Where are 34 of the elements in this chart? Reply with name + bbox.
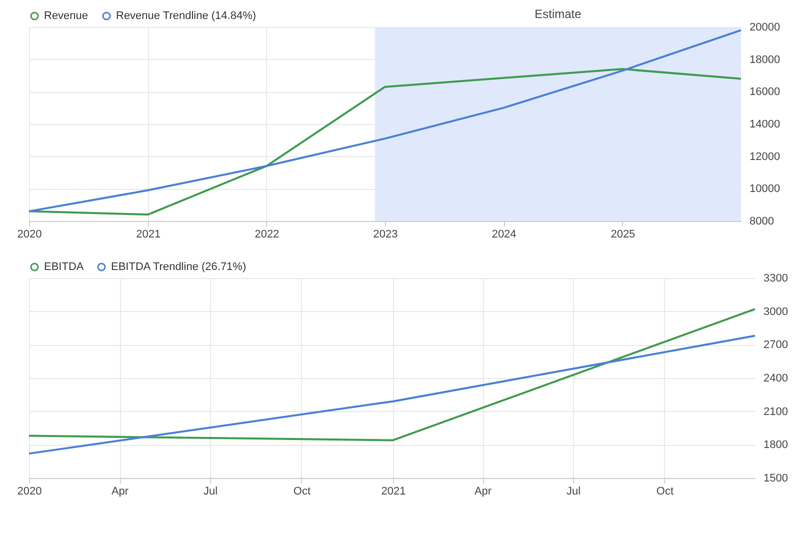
- y-tick-label: 2700: [764, 339, 788, 352]
- y-tick-label: 1500: [764, 472, 788, 484]
- y-tick-label: 8000: [750, 216, 774, 228]
- x-tick-label: 2020: [17, 486, 42, 498]
- x-tick-label: 2024: [492, 228, 516, 240]
- x-tick-label: Oct: [293, 486, 311, 498]
- x-tick-label: Jul: [566, 486, 581, 498]
- y-tick-label: 2100: [764, 406, 788, 418]
- line-series: [28, 68, 742, 216]
- y-tick-label: 3300: [764, 272, 788, 284]
- y-tick-label: 16000: [750, 86, 780, 98]
- legend-label: Revenue Trendline (14.84%): [116, 10, 256, 22]
- x-tick-label: 2021: [381, 486, 406, 498]
- y-tick-label: 12000: [750, 150, 780, 163]
- x-tick-label: 2021: [136, 228, 161, 240]
- x-tick-label: 2025: [610, 228, 636, 240]
- legend-label: EBITDA: [44, 260, 84, 273]
- y-tick-label: 3000: [764, 306, 788, 318]
- legend-label: Revenue: [44, 10, 88, 22]
- y-tick-label: 2400: [764, 372, 788, 384]
- x-tick-label: Jul: [203, 486, 218, 498]
- x-tick-label: 2023: [373, 228, 398, 240]
- x-tick-label: Apr: [111, 486, 129, 498]
- y-tick-label: 14000: [750, 118, 780, 130]
- x-tick-label: Apr: [474, 486, 492, 498]
- y-tick-label: 1800: [764, 439, 788, 452]
- x-tick-label: 2022: [254, 228, 280, 240]
- y-tick-label: 18000: [750, 54, 780, 66]
- x-tick-label: 2020: [17, 228, 42, 240]
- y-tick-label: 10000: [750, 183, 780, 196]
- x-tick-label: Oct: [656, 486, 674, 498]
- legend-label: EBITDA Trendline (26.71%): [111, 260, 246, 273]
- y-tick-label: 20000: [750, 22, 780, 34]
- band-label: Estimate: [534, 7, 582, 21]
